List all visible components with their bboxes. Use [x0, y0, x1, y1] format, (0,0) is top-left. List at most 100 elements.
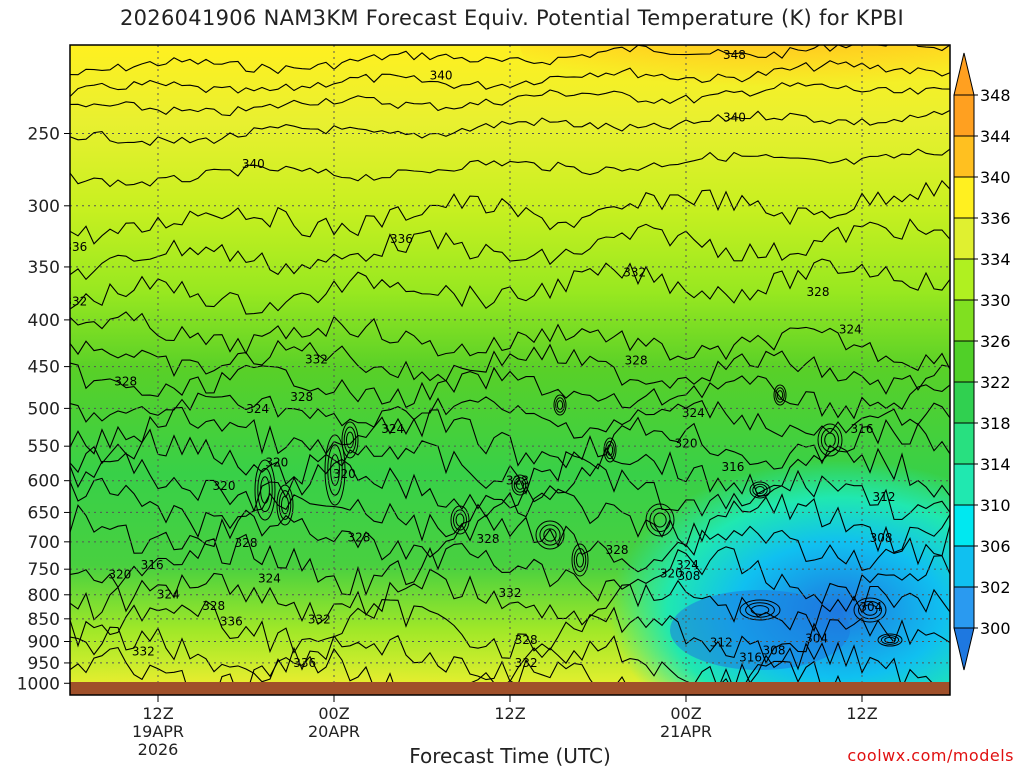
- contour-label: 328: [290, 390, 313, 404]
- contour-label: 320: [213, 479, 236, 493]
- contour-label: 328: [625, 353, 648, 367]
- colorbar-label: 314: [980, 455, 1011, 474]
- x-tick-label: 00Z: [318, 704, 349, 723]
- contour-label: 308: [870, 531, 893, 545]
- contour-label: 320: [265, 455, 288, 469]
- contour-cell: [278, 490, 292, 520]
- colorbar-label: 344: [980, 127, 1011, 146]
- contour-label: 304: [805, 631, 828, 645]
- colorbar-swatch: [953, 217, 975, 260]
- contour-cell: [750, 605, 770, 615]
- contour-label: 324: [676, 558, 699, 572]
- contour-label: 336: [64, 240, 87, 254]
- contour-cell: [824, 432, 836, 448]
- y-tick-label: 600: [28, 472, 60, 492]
- contour-label: 328: [202, 599, 225, 613]
- colorbar-label: 302: [980, 578, 1011, 597]
- contour-cell: [543, 528, 557, 542]
- contour-cell: [862, 604, 878, 616]
- contour-cell: [511, 474, 529, 496]
- colorbar-label: 306: [980, 537, 1011, 556]
- contour-label: 328: [477, 532, 500, 546]
- contour-cell: [573, 547, 587, 573]
- colorbar-swatch: [953, 94, 975, 137]
- colorbar-swatch: [953, 135, 975, 178]
- y-tick-label: 1000: [17, 674, 60, 694]
- contour-label: 316: [721, 460, 744, 474]
- colorbar-swatch: [953, 381, 975, 424]
- colorbar: 348 344 340 336 334 330 326 322 318 314 310 306 302 3…: [953, 52, 1011, 671]
- contour-cell: [254, 459, 276, 521]
- contour-cell: [555, 397, 565, 413]
- contour-label: 328: [114, 374, 137, 388]
- contour-line: [70, 148, 950, 188]
- x-tick-label: 00Z: [670, 704, 701, 723]
- contour-cell: [773, 384, 787, 406]
- contour-label: 316: [739, 650, 762, 664]
- contour-label: 324: [246, 402, 269, 416]
- contour-cell: [603, 437, 617, 463]
- contour-label: 332: [623, 266, 646, 280]
- x-tick-label: 12Z: [142, 704, 173, 723]
- contour-line: [70, 477, 950, 554]
- x-tick-label: 21APR: [660, 722, 712, 741]
- contour-label: 328: [515, 633, 538, 647]
- contour-cell: [450, 505, 470, 535]
- contour-line: [70, 362, 950, 420]
- chart-title: 2026041906 NAM3KM Forecast Equiv. Potent…: [119, 6, 905, 30]
- contour-label: 312: [710, 635, 733, 649]
- colorbar-label: 330: [980, 291, 1011, 310]
- contour-label: 312: [873, 490, 896, 504]
- contour-cell: [653, 512, 667, 528]
- contour-cell: [745, 602, 775, 618]
- colorbar-swatch: [953, 340, 975, 383]
- colorbar-swatch: [953, 586, 975, 629]
- contour-label: 340: [242, 157, 265, 171]
- contour-cell: [260, 476, 270, 504]
- contour-label: 320: [108, 567, 131, 581]
- y-tick-label: 750: [28, 560, 60, 580]
- contour-cell: [324, 434, 346, 506]
- contour-line: [70, 179, 950, 245]
- y-tick-label: 250: [28, 124, 60, 144]
- contour-cell: [775, 387, 785, 403]
- contour-label: 340: [723, 110, 746, 124]
- y-tick-label: 950: [28, 654, 60, 674]
- y-tick-label: 550: [28, 437, 60, 457]
- contour-cell: [575, 552, 585, 568]
- y-tick-label: 300: [28, 197, 60, 217]
- contour-cell: [606, 444, 614, 456]
- contour-label: 324: [682, 406, 705, 420]
- contour-cell: [645, 503, 675, 537]
- contour-cell: [257, 467, 273, 513]
- colorbar-swatch: [953, 463, 975, 506]
- contour-cell: [755, 485, 765, 495]
- contour-label: 304: [859, 600, 882, 614]
- contour-cell: [853, 597, 887, 623]
- contour-cell: [327, 444, 343, 496]
- contour-label: 328: [807, 285, 830, 299]
- contour-cell: [455, 513, 465, 527]
- ground-surface: [70, 682, 950, 695]
- contour-label: 328: [506, 474, 529, 488]
- colorbar-label: 336: [980, 209, 1011, 228]
- contour-cell: [884, 636, 896, 644]
- y-tick-label: 850: [28, 610, 60, 630]
- contour-line: [70, 311, 950, 372]
- contour-cell: [345, 431, 355, 449]
- contour-label: 324: [258, 572, 281, 586]
- contour-cell: [556, 400, 564, 410]
- contour-cell: [739, 599, 781, 621]
- contour-cell: [280, 495, 290, 515]
- contour-cell: [776, 390, 784, 400]
- source-credit[interactable]: coolwx.com/models: [847, 746, 1014, 765]
- contour-cell: [330, 454, 340, 486]
- x-tick-label: 12Z: [846, 704, 877, 723]
- contour-label: 336: [220, 615, 243, 629]
- x-tick-label: 2026: [138, 740, 179, 759]
- x-axis-title: Forecast Time (UTC): [409, 744, 611, 768]
- x-tick-label: 20APR: [308, 722, 360, 741]
- contour-cell: [877, 633, 903, 647]
